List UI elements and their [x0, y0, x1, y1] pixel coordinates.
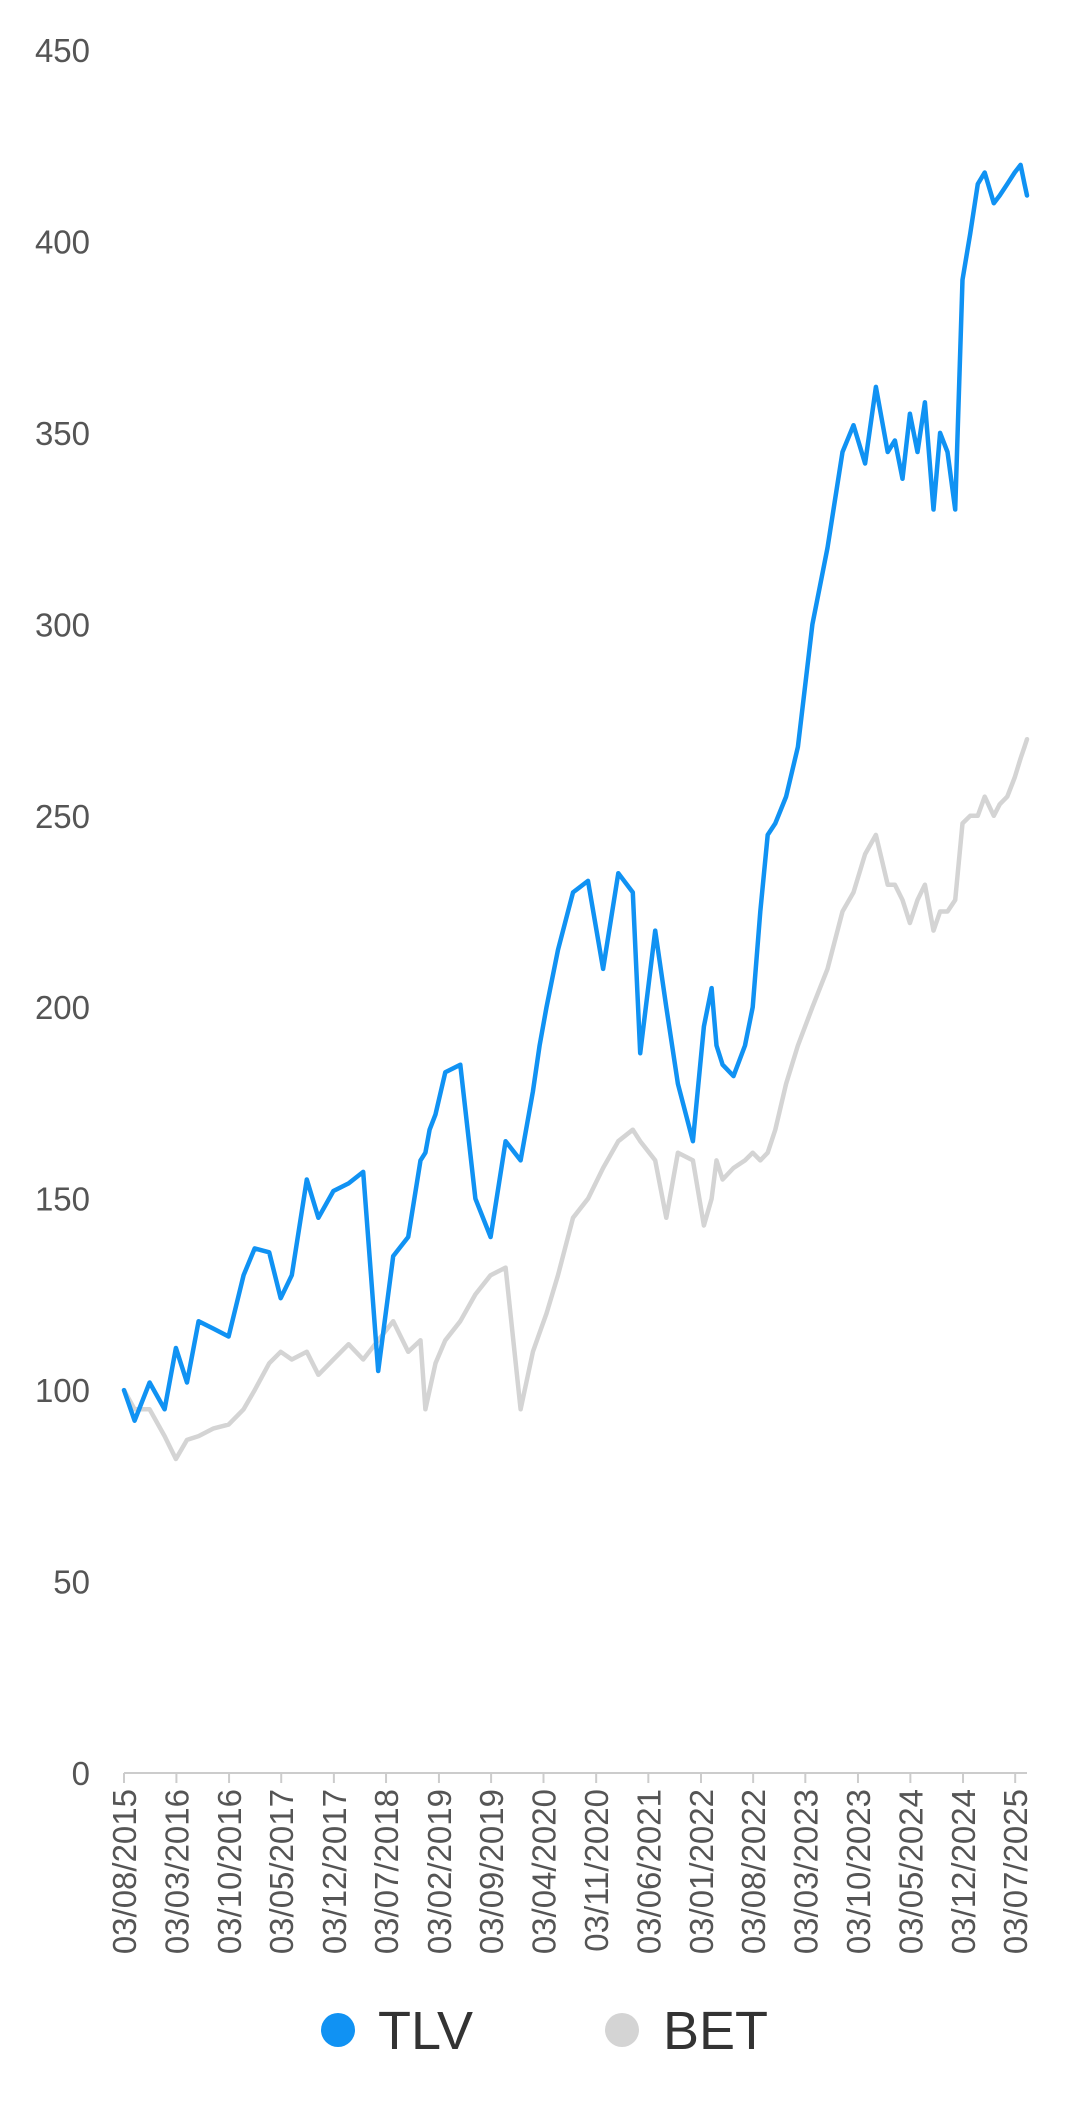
legend-label: BET: [663, 2001, 768, 2061]
x-tick-label: 03/05/2017: [263, 1789, 300, 1954]
x-tick-label: 03/08/2015: [106, 1789, 143, 1954]
legend-marker: [605, 2013, 639, 2047]
series-line-bet: [121, 736, 1030, 1462]
x-axis: 03/08/2015 03/03/2016 03/10/2016 03/05/2017…: [106, 1772, 1034, 1954]
legend-item-bet[interactable]: BET: [605, 2001, 768, 2061]
x-tick-label: 03/06/2021: [630, 1789, 667, 1954]
y-tick-label: 350: [35, 415, 90, 452]
x-tick-label: 03/08/2022: [735, 1789, 772, 1954]
y-tick-label: 150: [35, 1181, 90, 1218]
x-tick-label: 03/07/2025: [997, 1789, 1034, 1954]
y-tick-label: 200: [35, 989, 90, 1026]
x-tick-label: 03/11/2020: [578, 1789, 615, 1952]
y-tick-label: 100: [35, 1372, 90, 1409]
x-tick-label: 03/04/2020: [526, 1789, 563, 1954]
series-layer: [121, 162, 1030, 1462]
x-tick-label: 03/12/2017: [316, 1789, 353, 1954]
x-tick-label: 03/01/2022: [683, 1789, 720, 1954]
y-axis: 0 50 100 150 200 250 300 350 400 450: [35, 32, 90, 1792]
x-tick-label: 03/03/2016: [158, 1789, 195, 1954]
y-tick-label: 400: [35, 223, 90, 260]
x-tick-label: 03/05/2024: [892, 1789, 929, 1954]
x-tick-label: 03/12/2024: [945, 1789, 982, 1954]
y-tick-label: 450: [35, 32, 90, 69]
y-tick-label: 50: [53, 1564, 90, 1601]
x-tick-label: 03/02/2019: [421, 1789, 458, 1954]
y-tick-label: 250: [35, 798, 90, 835]
legend-label: TLV: [378, 2001, 473, 2061]
x-tick-label: 03/09/2019: [473, 1789, 510, 1954]
y-tick-label: 0: [72, 1755, 90, 1792]
series-line-tlv: [121, 162, 1030, 1423]
x-tick-label: 03/10/2016: [211, 1789, 248, 1954]
legend-marker: [321, 2013, 355, 2047]
y-tick-label: 300: [35, 606, 90, 643]
x-tick-label: 03/07/2018: [368, 1789, 405, 1954]
legend: TLV BET: [321, 2001, 768, 2061]
x-tick-label: 03/10/2023: [840, 1789, 877, 1954]
legend-item-tlv[interactable]: TLV: [321, 2001, 473, 2061]
x-tick-label: 03/03/2023: [787, 1789, 824, 1954]
